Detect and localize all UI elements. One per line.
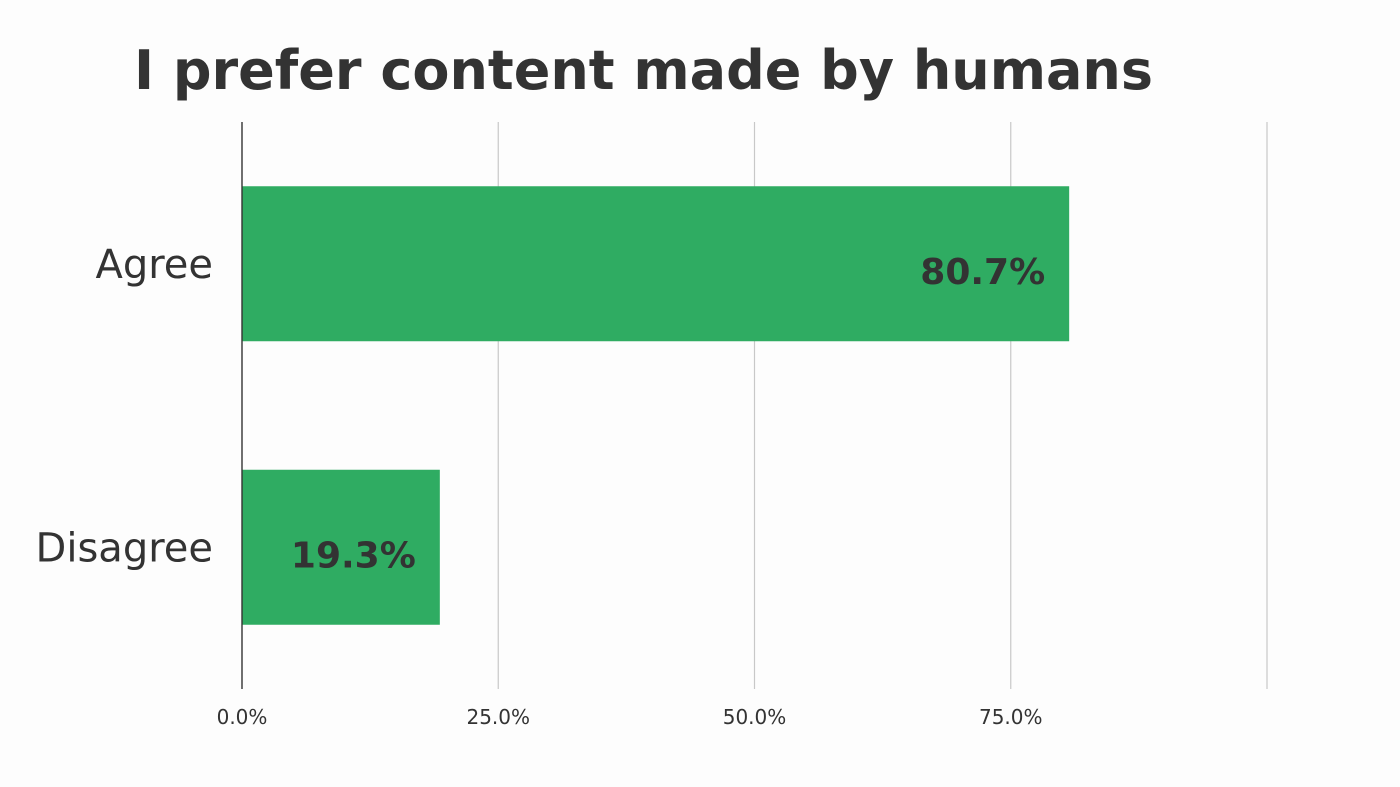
data-label: 19.3% bbox=[291, 535, 416, 576]
bar-disagree bbox=[242, 469, 440, 625]
category-label: Disagree bbox=[36, 525, 213, 571]
chart-title: I prefer content made by humans bbox=[134, 39, 1154, 102]
x-tick-label: 0.0% bbox=[217, 705, 268, 729]
data-label: 80.7% bbox=[920, 252, 1045, 293]
bar-agree bbox=[242, 186, 1070, 342]
labels: 0.0% 25.0% 50.0% 75.0% Agree 80.7% Disagree 19.… bbox=[36, 242, 1046, 729]
x-tick-label: 75.0% bbox=[979, 705, 1043, 729]
x-tick-label: 50.0% bbox=[723, 705, 787, 729]
category-label: Agree bbox=[95, 242, 213, 288]
bars bbox=[242, 186, 1070, 625]
x-tick-label: 25.0% bbox=[466, 705, 530, 729]
